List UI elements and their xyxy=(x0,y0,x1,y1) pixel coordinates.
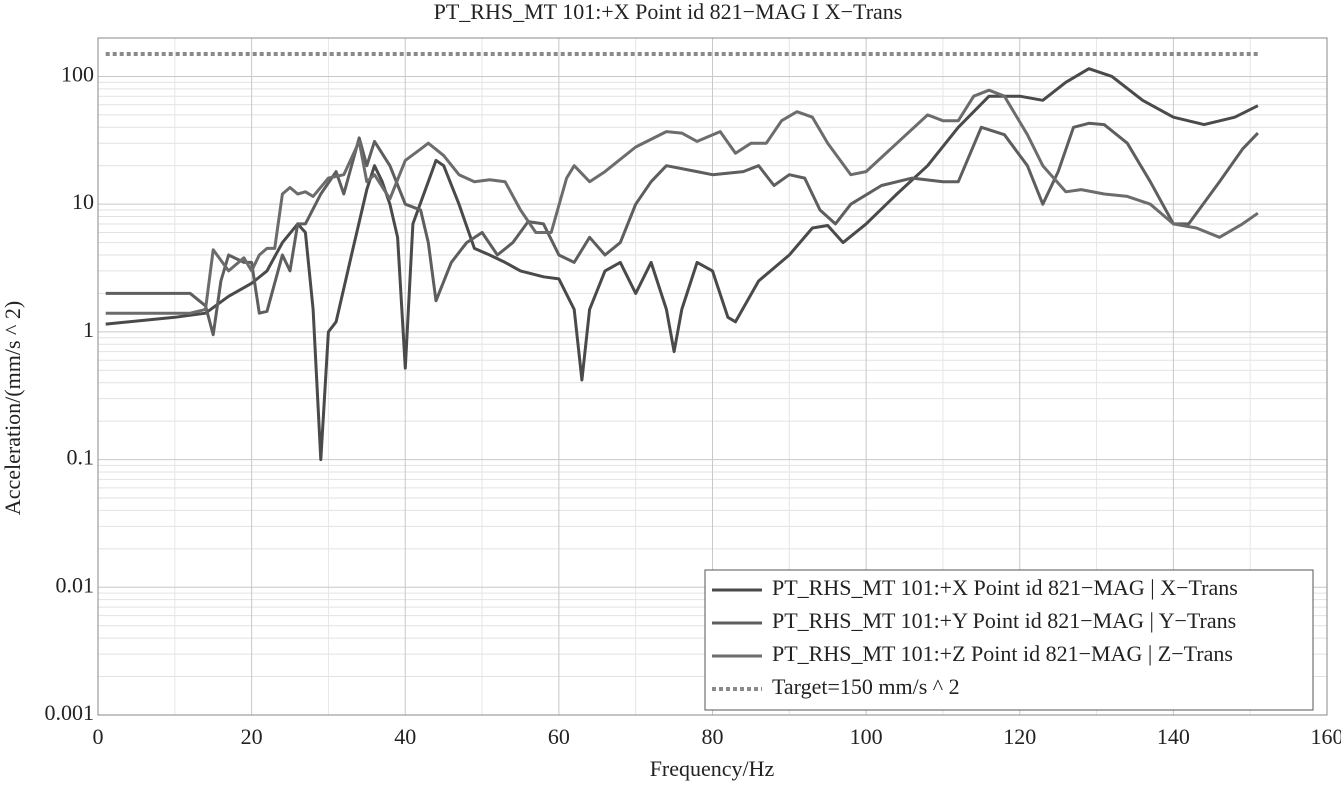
y-tick-label: 0.01 xyxy=(56,572,95,597)
plot-frame xyxy=(97,37,1328,716)
legend-label: Target=150 mm/s ^ 2 xyxy=(772,674,960,699)
legend-label: PT_RHS_MT 101:+Y Point id 821−MAG | Y−Tr… xyxy=(772,608,1236,633)
x-tick-label: 60 xyxy=(548,724,570,749)
x-tick-label: 0 xyxy=(93,724,104,749)
x-tick-label: 40 xyxy=(394,724,416,749)
y-tick-label: 1 xyxy=(83,317,94,342)
y-tick-label: 100 xyxy=(61,61,94,86)
legend-label: PT_RHS_MT 101:+X Point id 821−MAG | X−Tr… xyxy=(772,575,1238,600)
legend-label: PT_RHS_MT 101:+Z Point id 821−MAG | Z−Tr… xyxy=(772,641,1233,666)
x-tick-label: 140 xyxy=(1157,724,1190,749)
y-tick-label: 0.1 xyxy=(67,445,95,470)
y-tick-label: 10 xyxy=(72,189,94,214)
x-tick-label: 20 xyxy=(241,724,263,749)
x-tick-label: 160 xyxy=(1311,724,1341,749)
x-tick-label: 120 xyxy=(1003,724,1036,749)
y-tick-label: 0.001 xyxy=(45,700,95,725)
x-tick-label: 100 xyxy=(850,724,883,749)
series-line xyxy=(105,88,1259,315)
x-tick-label: 80 xyxy=(702,724,724,749)
x-axis-label: Frequency/Hz xyxy=(650,756,775,781)
series-line xyxy=(105,67,1259,462)
legend-box xyxy=(704,569,1314,711)
series-line xyxy=(105,121,1259,337)
legend: PT_RHS_MT 101:+X Point id 821−MAG | X−Tr… xyxy=(704,569,1314,711)
y-axis-label: Acceleration/(mm/s ^ 2) xyxy=(0,301,25,515)
chart-title: PT_RHS_MT 101:+X Point id 821−MAG I X−Tr… xyxy=(434,0,903,24)
